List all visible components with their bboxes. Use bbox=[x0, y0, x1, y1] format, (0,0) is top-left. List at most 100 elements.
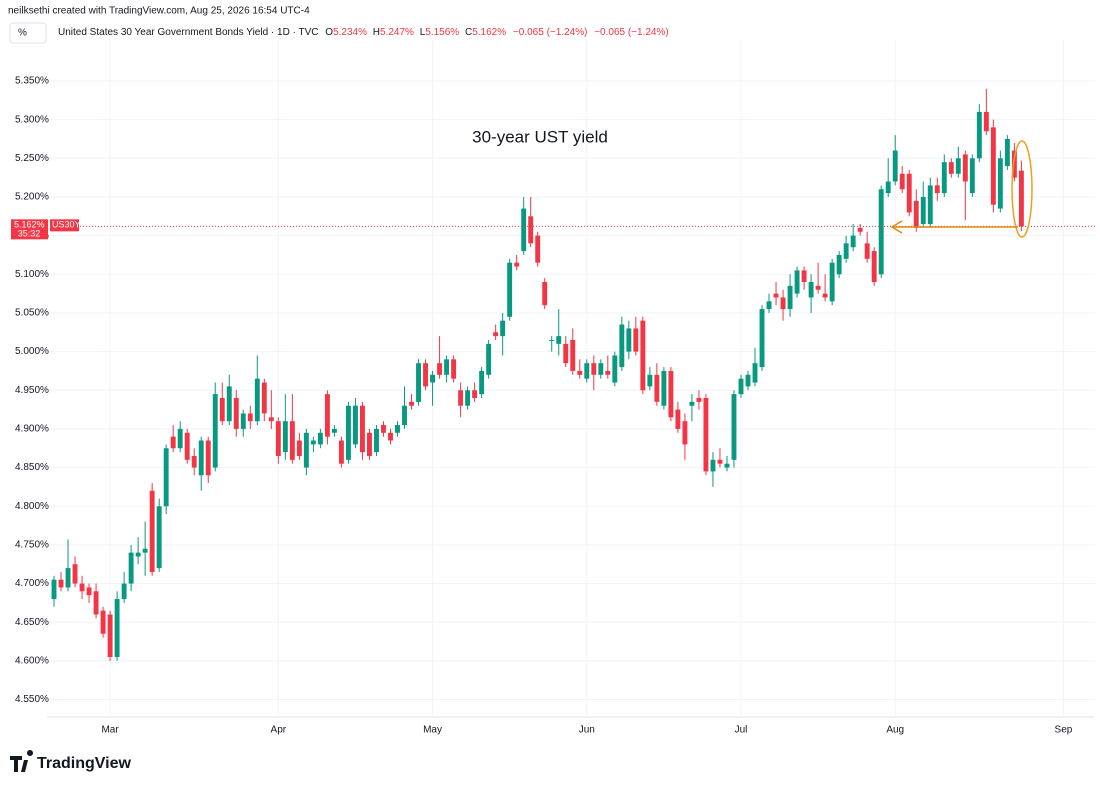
candle-body bbox=[507, 262, 513, 317]
candle-body bbox=[717, 459, 723, 464]
candle-body bbox=[388, 432, 393, 441]
candle-body bbox=[416, 363, 421, 402]
candle-body bbox=[843, 243, 849, 259]
y-tick-label: 5.250% bbox=[15, 153, 49, 164]
candle-body bbox=[423, 363, 428, 387]
candle-body bbox=[444, 359, 450, 375]
candle-body bbox=[359, 405, 365, 453]
annotation-arrowhead bbox=[890, 220, 903, 234]
legend-key: C bbox=[465, 27, 472, 38]
y-tick-label: 4.750% bbox=[15, 540, 49, 551]
candle-body bbox=[317, 432, 323, 445]
candle-body bbox=[289, 421, 295, 460]
y-tick-label: 4.650% bbox=[15, 617, 49, 628]
candle-body bbox=[829, 262, 835, 302]
candle-body bbox=[240, 413, 246, 429]
candle-body bbox=[430, 374, 436, 383]
candle-body bbox=[899, 173, 905, 190]
legend-key: H bbox=[373, 27, 380, 38]
x-tick-label: Jun bbox=[579, 725, 595, 736]
candle-body bbox=[794, 270, 800, 294]
symbol-label: US30Y bbox=[52, 220, 81, 230]
candle-body bbox=[212, 394, 218, 468]
candle-body bbox=[724, 463, 730, 468]
candle-body bbox=[675, 409, 681, 429]
legend-value: 5.156% bbox=[425, 27, 459, 38]
candle-body bbox=[486, 343, 492, 375]
candle-body bbox=[500, 320, 506, 337]
candle-body bbox=[752, 363, 758, 383]
candle-body bbox=[934, 185, 940, 194]
legend-change: −0.065 (−1.24%) bbox=[594, 27, 669, 38]
candle-body bbox=[107, 614, 113, 658]
candle-body bbox=[990, 127, 996, 205]
y-tick-label: 4.700% bbox=[15, 578, 49, 589]
x-tick-label: Sep bbox=[1055, 725, 1073, 736]
candle-body bbox=[738, 378, 744, 395]
candle-body bbox=[878, 189, 884, 275]
candle-body bbox=[1011, 150, 1017, 178]
y-tick-label: 5.000% bbox=[15, 346, 49, 357]
candle-body bbox=[948, 162, 954, 174]
candle-body bbox=[654, 374, 660, 402]
legend-change: −0.065 (−1.24%) bbox=[513, 27, 588, 38]
last-price-label: 5.162% bbox=[14, 220, 45, 230]
candle-body bbox=[121, 583, 127, 600]
unit-button[interactable] bbox=[9, 22, 47, 44]
y-tick-label: 5.200% bbox=[15, 192, 49, 203]
y-tick-label: 4.550% bbox=[15, 694, 49, 705]
x-tick-label: Aug bbox=[886, 725, 904, 736]
unit-button-label[interactable]: % bbox=[18, 28, 27, 39]
legend-key: O bbox=[325, 27, 333, 38]
candle-body bbox=[374, 428, 379, 453]
candle-body bbox=[100, 610, 106, 634]
candle-body bbox=[535, 235, 541, 263]
candle-body bbox=[612, 355, 618, 383]
y-tick-label: 5.050% bbox=[15, 308, 49, 319]
legend-value: 5.162% bbox=[472, 27, 506, 38]
candle-body bbox=[198, 440, 204, 476]
candle-body bbox=[1004, 138, 1010, 167]
candle-body bbox=[696, 397, 702, 402]
candle-body bbox=[731, 394, 737, 460]
candle-body bbox=[395, 425, 400, 433]
candle-body bbox=[402, 405, 407, 426]
candle-body bbox=[275, 421, 281, 456]
highlight-ellipse bbox=[1011, 140, 1033, 238]
y-tick-label: 4.950% bbox=[15, 385, 49, 396]
candle-body bbox=[815, 285, 821, 290]
candle-body bbox=[584, 363, 590, 379]
candle-body bbox=[745, 374, 751, 387]
candle-body bbox=[93, 591, 99, 615]
y-tick-label: 4.900% bbox=[15, 424, 49, 435]
candle-body bbox=[836, 254, 842, 275]
candle-body bbox=[528, 216, 534, 244]
logo-icon bbox=[10, 750, 34, 772]
candle-body bbox=[437, 363, 443, 375]
countdown: 35:32 bbox=[18, 229, 41, 239]
candle-body bbox=[254, 378, 260, 422]
credit: neilksethi created with TradingView.com,… bbox=[8, 6, 310, 17]
candle-body bbox=[619, 324, 625, 368]
candle-body bbox=[920, 196, 926, 225]
candle-body bbox=[822, 293, 828, 298]
candle-body bbox=[72, 564, 78, 584]
candle-body bbox=[605, 370, 611, 375]
legend: United States 30 Year Government Bonds Y… bbox=[58, 27, 669, 38]
candles bbox=[51, 88, 1024, 661]
candle-body bbox=[885, 181, 891, 194]
last-price-box bbox=[11, 219, 48, 240]
candle-body bbox=[58, 579, 64, 588]
candle-body bbox=[892, 150, 898, 182]
candle-body bbox=[79, 583, 85, 592]
candle-body bbox=[871, 251, 877, 283]
candle-body bbox=[479, 370, 485, 395]
candle-body bbox=[801, 270, 807, 283]
candle-body bbox=[114, 599, 120, 658]
candle-body bbox=[864, 243, 870, 259]
candle-body bbox=[345, 405, 351, 460]
candle-body bbox=[577, 370, 583, 375]
legend-key: L bbox=[420, 27, 426, 38]
y-tick-label: 4.600% bbox=[15, 656, 49, 667]
